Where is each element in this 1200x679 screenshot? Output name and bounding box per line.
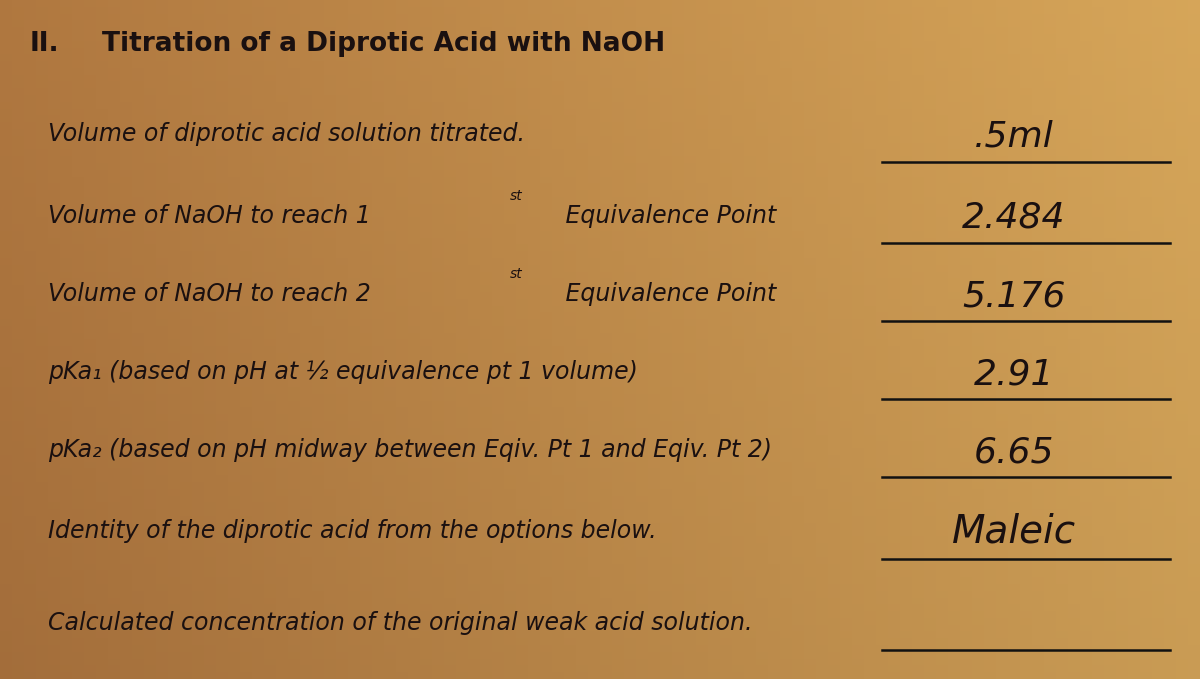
Text: Identity of the diprotic acid from the options below.: Identity of the diprotic acid from the o… — [48, 519, 656, 543]
Text: Volume of NaOH to reach 2: Volume of NaOH to reach 2 — [48, 282, 371, 306]
Text: Equivalence Point: Equivalence Point — [558, 282, 776, 306]
Text: st: st — [510, 189, 523, 203]
Text: .5ml: .5ml — [974, 120, 1054, 153]
Text: 5.176: 5.176 — [962, 279, 1066, 313]
Text: Titration of a Diprotic Acid with NaOH: Titration of a Diprotic Acid with NaOH — [102, 31, 665, 56]
Text: Equivalence Point: Equivalence Point — [558, 204, 776, 227]
Text: 2.91: 2.91 — [973, 357, 1055, 391]
Text: Maleic: Maleic — [952, 513, 1076, 551]
Text: pKa₂ (based on pH midway between Eqiv. Pt 1 and Eqiv. Pt 2): pKa₂ (based on pH midway between Eqiv. P… — [48, 438, 772, 462]
Text: st: st — [510, 267, 523, 281]
Text: 6.65: 6.65 — [973, 435, 1055, 469]
Text: pKa₁ (based on pH at ½ equivalence pt 1 volume): pKa₁ (based on pH at ½ equivalence pt 1 … — [48, 360, 638, 384]
Text: Volume of diprotic acid solution titrated.: Volume of diprotic acid solution titrate… — [48, 122, 526, 146]
Text: 2.484: 2.484 — [962, 201, 1066, 235]
Text: II.: II. — [30, 31, 60, 56]
Text: Volume of NaOH to reach 1: Volume of NaOH to reach 1 — [48, 204, 371, 227]
Text: Calculated concentration of the original weak acid solution.: Calculated concentration of the original… — [48, 611, 752, 635]
